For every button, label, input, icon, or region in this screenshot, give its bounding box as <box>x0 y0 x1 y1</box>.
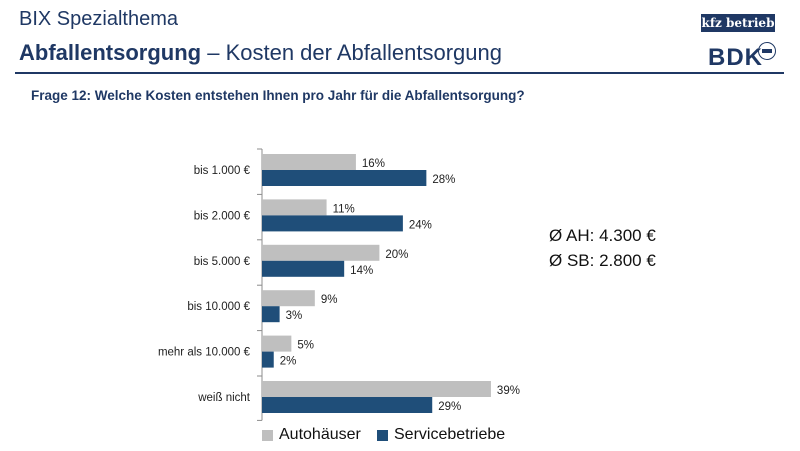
bdk-logo: BDK <box>708 44 763 71</box>
bar-servicebetriebe <box>262 215 403 232</box>
supertitle: BIX Spezialthema <box>19 8 178 30</box>
legend-label-autohaeuser: Autohäuser <box>279 426 361 443</box>
title-bold: Abfallentsorgung <box>19 40 202 65</box>
bar-autohaeuser <box>262 199 327 216</box>
data-label: 2% <box>280 356 297 368</box>
average-autohaeuser: Ø AH: 4.300 € <box>549 226 656 245</box>
title-rest: – Kosten der Abfallentsorgung <box>201 40 502 65</box>
data-label: 29% <box>438 401 461 413</box>
bar-servicebetriebe <box>262 397 433 413</box>
title-divider <box>15 72 784 74</box>
bar-servicebetriebe <box>262 260 345 277</box>
data-label: 14% <box>350 265 373 277</box>
bar-autohaeuser <box>262 381 491 397</box>
data-label: 11% <box>333 203 355 215</box>
data-label: 39% <box>497 385 520 397</box>
bar-autohaeuser <box>262 335 292 352</box>
bar-servicebetriebe <box>262 351 274 368</box>
average-servicebetriebe: Ø SB: 2.800 € <box>549 251 656 270</box>
legend-swatch-servicebetriebe <box>377 429 388 441</box>
legend-label-servicebetriebe: Servicebetriebe <box>394 426 506 443</box>
category-label: bis 10.000 € <box>187 301 250 313</box>
bar-autohaeuser <box>262 290 315 307</box>
data-label: 16% <box>362 158 385 170</box>
bar-servicebetriebe <box>262 170 427 186</box>
bdk-seal-icon <box>758 42 776 60</box>
legend-swatch-autohaeuser <box>262 429 273 441</box>
data-label: 5% <box>297 340 314 352</box>
bar-autohaeuser <box>262 154 356 170</box>
data-label: 9% <box>321 294 338 306</box>
page-title: Abfallentsorgung – Kosten der Abfallents… <box>19 40 502 66</box>
category-label: bis 5.000 € <box>194 256 251 268</box>
data-label: 20% <box>385 249 408 261</box>
category-label: bis 1.000 € <box>194 165 251 177</box>
legend-item-autohaeuser: Autohäuser <box>262 426 361 444</box>
data-label: 3% <box>286 310 303 322</box>
category-label: mehr als 10.000 € <box>158 347 251 359</box>
category-label: bis 2.000 € <box>194 210 251 222</box>
data-label: 24% <box>409 219 432 231</box>
category-label: weiß nicht <box>197 392 251 404</box>
legend-item-servicebetriebe: Servicebetriebe <box>377 426 505 444</box>
bar-autohaeuser <box>262 244 380 261</box>
data-label: 28% <box>432 174 455 186</box>
kfz-betrieb-logo: kfz betrieb <box>701 14 775 32</box>
bar-servicebetriebe <box>262 306 280 323</box>
question-text: Frage 12: Welche Kosten entstehen Ihnen … <box>31 88 525 103</box>
